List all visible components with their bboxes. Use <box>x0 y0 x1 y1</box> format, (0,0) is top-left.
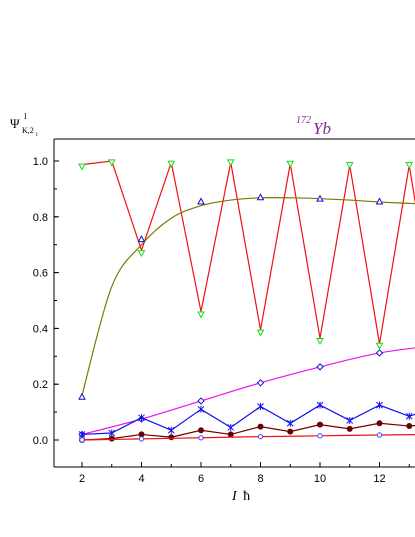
series-curve <box>81 347 415 436</box>
y-tick-label: 0.2 <box>33 379 48 391</box>
x-axis-label-hbar: ħ <box>243 489 250 504</box>
data-point <box>346 425 353 432</box>
series-3 <box>78 193 384 400</box>
data-point <box>376 432 383 438</box>
nucleus-annotation: 172 Yb <box>296 115 331 138</box>
data-point <box>286 160 295 168</box>
data-point <box>287 428 294 435</box>
data-point <box>78 163 86 171</box>
data-point <box>316 337 324 345</box>
data-point <box>197 197 205 205</box>
data-point <box>138 436 145 442</box>
data-point <box>137 235 146 243</box>
data-point <box>137 250 146 258</box>
y-tick-label: 1.0 <box>33 156 48 168</box>
series-layer <box>78 159 415 443</box>
data-point <box>168 434 175 441</box>
series-6 <box>78 401 415 438</box>
y-tick-label: 0.0 <box>33 435 48 447</box>
y-axis-label-subscript: K,2 <box>22 126 34 135</box>
series-line <box>81 422 415 441</box>
data-point <box>197 397 205 405</box>
data-point <box>198 435 204 441</box>
data-point <box>227 423 235 431</box>
plot-frame <box>53 138 415 468</box>
x-tick-label: 8 <box>257 473 263 485</box>
series-4 <box>81 347 415 436</box>
data-point <box>346 416 354 424</box>
data-point <box>375 197 384 205</box>
data-point <box>107 159 116 167</box>
data-point <box>406 423 413 430</box>
y-tick-label: 0.8 <box>33 212 48 224</box>
series-7 <box>79 420 415 443</box>
data-point <box>108 429 116 437</box>
x-tick-label: 4 <box>138 473 144 485</box>
y-axis-label-sub-subscript: i <box>36 132 38 138</box>
data-point <box>316 194 324 202</box>
data-point <box>167 160 176 168</box>
data-point <box>376 420 383 427</box>
y-axis-label-superscript: I <box>24 112 27 121</box>
x-axis-label: I ħ <box>231 489 250 504</box>
series-1 <box>78 159 414 350</box>
data-point <box>375 342 384 350</box>
data-point <box>167 426 175 434</box>
data-point <box>256 193 265 201</box>
data-point <box>257 423 264 430</box>
data-point <box>198 427 204 434</box>
x-tick-label: 2 <box>79 473 85 485</box>
y-axis-label-main: Ψ <box>10 116 20 131</box>
nucleus-mass-number: 172 <box>296 115 311 126</box>
data-point <box>256 379 265 387</box>
data-point <box>316 401 324 409</box>
data-point <box>257 433 264 440</box>
data-point <box>317 421 323 428</box>
data-point <box>405 412 413 420</box>
data-point <box>316 363 324 371</box>
data-point <box>256 329 265 337</box>
x-tick-label: 12 <box>373 473 385 485</box>
x-axis-label-italic: I <box>231 489 238 504</box>
data-point <box>257 403 264 411</box>
data-point <box>108 435 115 442</box>
x-tick-label: 10 <box>314 473 326 485</box>
axis-ticks: 2 4 6 8 10 12 0.0 0.2 0.4 0.6 0.8 1.0 <box>33 156 410 485</box>
data-point <box>226 159 235 167</box>
data-point <box>197 311 205 319</box>
data-point <box>375 349 384 357</box>
data-point <box>286 419 294 427</box>
data-point <box>138 431 145 438</box>
x-tick-label: 6 <box>198 473 204 485</box>
series-9 <box>79 432 383 443</box>
data-point <box>197 405 205 413</box>
data-point <box>376 401 383 409</box>
data-point <box>79 437 85 443</box>
y-axis-label: Ψ I K,2 i <box>10 112 38 138</box>
data-point <box>78 392 86 400</box>
svg-text:Ψ: Ψ <box>10 116 20 131</box>
data-point <box>317 433 323 439</box>
nucleus-element: Yb <box>313 119 331 138</box>
data-point <box>78 430 86 438</box>
series-2 <box>81 197 415 396</box>
series-curve <box>81 197 415 396</box>
data-point <box>405 162 414 170</box>
y-tick-label: 0.6 <box>33 268 48 280</box>
y-tick-label: 0.4 <box>33 323 48 335</box>
data-point <box>227 431 234 438</box>
data-point <box>345 162 354 170</box>
data-point <box>138 414 145 422</box>
